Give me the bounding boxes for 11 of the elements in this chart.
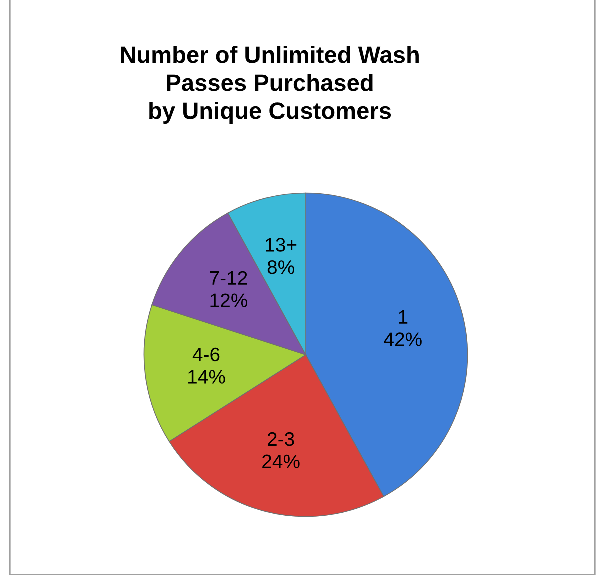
data-label: 14% [188,370,226,384]
data-label: 12% [210,294,248,308]
chart-title: Number of Unlimited Wash Passes Purchased by Unique Customers [121,46,419,124]
slice-label: 1 [399,310,408,324]
slice-label: 2-3 [268,432,294,446]
slice-label: 7-12 [210,271,248,285]
slice-label: 13+ [266,238,297,252]
slice-label: 4-6 [192,348,220,362]
data-label: 8% [268,260,294,274]
data-label: 24% [262,454,300,468]
data-label: 42% [384,332,422,346]
